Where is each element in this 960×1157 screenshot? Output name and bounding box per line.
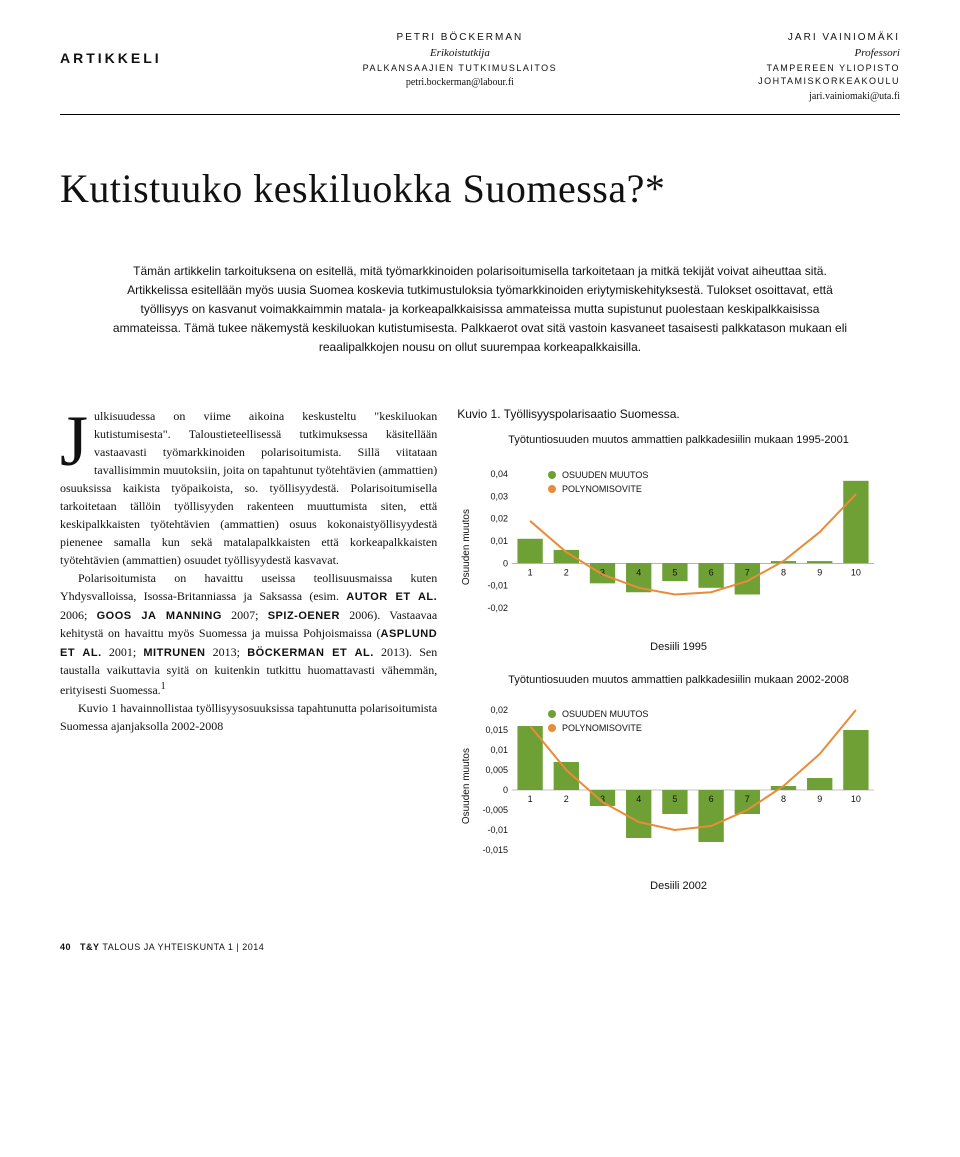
figure-caption: Kuvio 1. Työllisyyspolarisaatio Suomessa… [457, 407, 900, 421]
svg-text:9: 9 [817, 794, 822, 804]
svg-text:0: 0 [503, 558, 508, 568]
author1-role: Erikoistutkija [363, 45, 558, 62]
svg-text:2: 2 [564, 567, 569, 577]
author-block-2: JARI VAINIOMÄKI Professori TAMPEREEN YLI… [758, 30, 900, 104]
cite-mitrunen: MITRUNEN [143, 647, 205, 659]
chart1-ylabel: Osuuden muutos [457, 509, 472, 585]
chart2-xlabel: Desiili 2002 [457, 880, 900, 892]
svg-text:4: 4 [636, 567, 641, 577]
svg-text:0,04: 0,04 [491, 469, 509, 479]
page-header: ARTIKKELI PETRI BÖCKERMAN Erikoistutkija… [60, 30, 900, 115]
chart2-title: Työtuntiosuuden muutos ammattien palkkad… [457, 673, 900, 688]
svg-text:8: 8 [781, 567, 786, 577]
svg-text:10: 10 [851, 794, 861, 804]
svg-text:0,02: 0,02 [491, 514, 509, 524]
page-footer: 40 T&Y TALOUS JA YHTEISKUNTA 1 | 2014 [60, 942, 900, 952]
svg-text:-0,02: -0,02 [488, 603, 509, 613]
svg-text:7: 7 [745, 567, 750, 577]
svg-text:6: 6 [709, 794, 714, 804]
figure-column: Kuvio 1. Työllisyyspolarisaatio Suomessa… [457, 407, 900, 912]
magazine-abbrev: T&Y [80, 942, 100, 952]
svg-text:7: 7 [745, 794, 750, 804]
cite-autor: AUTOR ET AL. [346, 591, 437, 603]
article-title: Kutistuuko keskiluokka Suomessa?* [60, 165, 900, 212]
svg-text:1: 1 [528, 567, 533, 577]
svg-text:5: 5 [673, 794, 678, 804]
svg-text:-0,015: -0,015 [483, 845, 509, 855]
chart2-plot: -0,015-0,01-0,00500,0050,010,0150,021234… [472, 696, 882, 876]
svg-text:POLYNOMISOVITE: POLYNOMISOVITE [562, 723, 642, 733]
author-block-1: PETRI BÖCKERMAN Erikoistutkija PALKANSAA… [363, 30, 558, 90]
svg-text:0,015: 0,015 [486, 725, 509, 735]
svg-text:OSUUDEN MUUTOS: OSUUDEN MUUTOS [562, 470, 648, 480]
body-p2: Polarisoitumista on havaittu useissa teo… [60, 569, 437, 699]
chart1-plot: -0,02-0,0100,010,020,030,0412345678910OS… [472, 457, 882, 637]
abstract: Tämän artikkelin tarkoituksena on esitel… [110, 262, 850, 358]
chart1-title: Työtuntiosuuden muutos ammattien palkkad… [457, 433, 900, 448]
svg-text:4: 4 [636, 794, 641, 804]
body-p1: Julkisuudessa on viime aikoina keskustel… [60, 407, 437, 569]
chart2-ylabel: Osuuden muutos [457, 748, 472, 824]
footer-rest: TALOUS JA YHTEISKUNTA 1 | 2014 [102, 942, 264, 952]
svg-text:-0,01: -0,01 [488, 580, 509, 590]
svg-text:0,01: 0,01 [491, 536, 509, 546]
svg-text:9: 9 [817, 567, 822, 577]
svg-text:0: 0 [503, 785, 508, 795]
svg-text:6: 6 [709, 567, 714, 577]
svg-text:POLYNOMISOVITE: POLYNOMISOVITE [562, 484, 642, 494]
author1-name: PETRI BÖCKERMAN [363, 30, 558, 45]
svg-text:-0,01: -0,01 [488, 825, 509, 835]
author1-email: petri.bockerman@labour.fi [363, 75, 558, 90]
page-number: 40 [60, 942, 71, 952]
chart-1: Työtuntiosuuden muutos ammattien palkkad… [457, 433, 900, 652]
author2-email: jari.vainiomaki@uta.fi [758, 89, 900, 104]
author1-inst: PALKANSAAJIEN TUTKIMUSLAITOS [363, 62, 558, 76]
svg-text:8: 8 [781, 794, 786, 804]
svg-text:10: 10 [851, 567, 861, 577]
author2-inst2: JOHTAMISKORKEAKOULU [758, 75, 900, 89]
author2-name: JARI VAINIOMÄKI [758, 30, 900, 45]
cite-spiz: SPIZ-OENER [268, 610, 340, 622]
section-label: ARTIKKELI [60, 30, 162, 66]
cite-bockerman: BÖCKERMAN ET AL. [247, 647, 374, 659]
svg-text:-0,005: -0,005 [483, 805, 509, 815]
svg-text:0,01: 0,01 [491, 745, 509, 755]
footnote-ref: 1 [161, 681, 166, 692]
body-column: Julkisuudessa on viime aikoina keskustel… [60, 407, 437, 912]
author2-inst1: TAMPEREEN YLIOPISTO [758, 62, 900, 76]
cite-goos: GOOS JA MANNING [97, 610, 222, 622]
svg-text:0,005: 0,005 [486, 765, 509, 775]
chart-2: Työtuntiosuuden muutos ammattien palkkad… [457, 673, 900, 892]
svg-text:5: 5 [673, 567, 678, 577]
author2-role: Professori [758, 45, 900, 62]
svg-text:0,03: 0,03 [491, 491, 509, 501]
svg-text:0,02: 0,02 [491, 705, 509, 715]
svg-text:2: 2 [564, 794, 569, 804]
content-columns: Julkisuudessa on viime aikoina keskustel… [60, 407, 900, 912]
chart1-xlabel: Desiili 1995 [457, 641, 900, 653]
svg-text:1: 1 [528, 794, 533, 804]
body-p3: Kuvio 1 havainnollistaa työllisyysosuuks… [60, 699, 437, 735]
svg-text:OSUUDEN MUUTOS: OSUUDEN MUUTOS [562, 709, 648, 719]
